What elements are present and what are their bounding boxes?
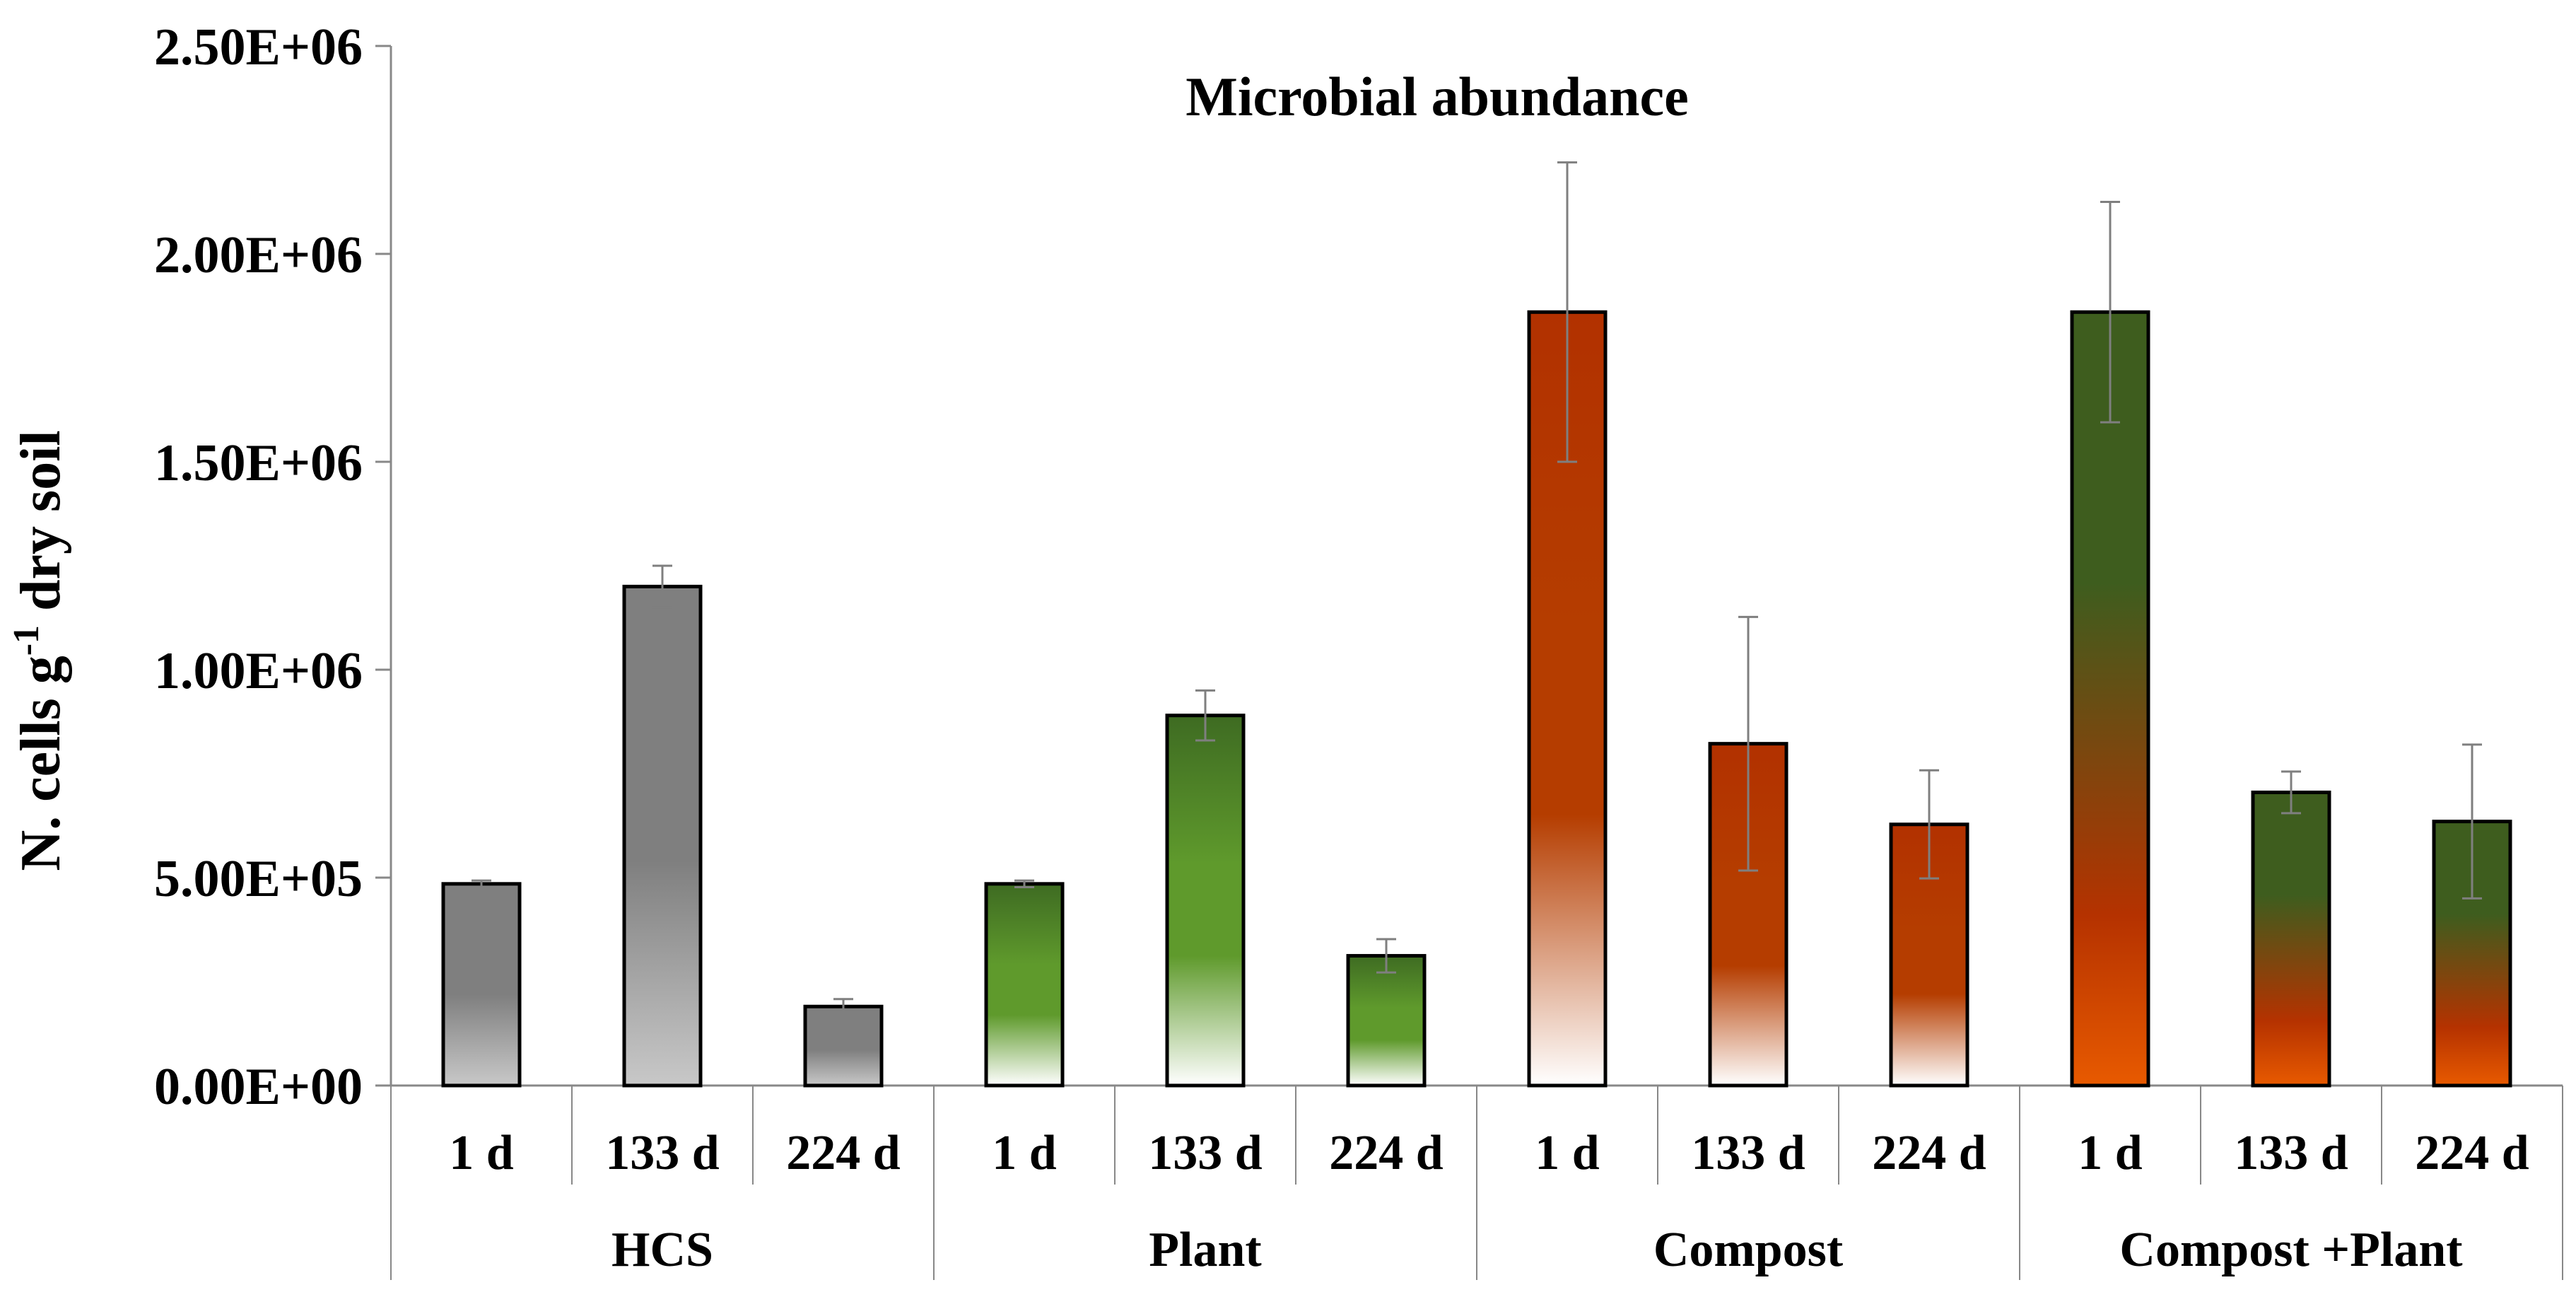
error-bars (472, 161, 2482, 1016)
y-tick-label: 5.00E+05 (154, 850, 363, 908)
error-bar (2100, 201, 2120, 424)
y-axis-label-rest: dry soil (10, 430, 72, 625)
group-label: HCS (611, 1223, 713, 1277)
error-bar (652, 564, 672, 609)
chart-title: Microbial abundance (1185, 66, 1688, 127)
error-bar (2462, 743, 2482, 900)
bar (622, 584, 703, 1088)
group-label: Compost (1653, 1223, 1843, 1277)
x-tick-label: 224 d (1329, 1126, 1444, 1180)
error-bar (1195, 689, 1215, 742)
x-tick-label: 133 d (1148, 1126, 1263, 1180)
bar (803, 1004, 884, 1088)
x-tick-label: 1 d (449, 1126, 514, 1180)
error-bar (2281, 770, 2301, 815)
x-tick-label: 224 d (2415, 1126, 2529, 1180)
bar (1346, 954, 1427, 1088)
bar (2251, 790, 2331, 1088)
y-tick-label: 2.00E+06 (154, 226, 363, 284)
bar (984, 882, 1065, 1088)
x-tick-label: 133 d (605, 1126, 720, 1180)
labels: 0.00E+00 5.00E+05 1.00E+06 1.50E+06 2.00E+06… (154, 18, 2529, 1277)
y-tick-label: 1.00E+06 (154, 642, 363, 700)
x-tick-label: 224 d (1872, 1126, 1986, 1180)
x-tick-label: 133 d (2234, 1126, 2348, 1180)
y-tick-label: 2.50E+06 (154, 18, 363, 76)
error-bar (1738, 615, 1758, 872)
error-bar (833, 998, 853, 1016)
bar (1165, 714, 1246, 1088)
group-label: Compost +Plant (2119, 1223, 2462, 1277)
x-tick-label: 1 d (992, 1126, 1057, 1180)
y-axis-label-main: N. cells g (10, 656, 72, 871)
y-tick-label: 0.00E+00 (154, 1058, 363, 1116)
error-bar (1376, 938, 1396, 974)
group-label: Plant (1149, 1223, 1261, 1277)
x-tick-label: 1 d (1535, 1126, 1600, 1180)
error-bar (472, 879, 491, 889)
y-tick-label: 1.50E+06 (154, 434, 363, 492)
bar (441, 882, 522, 1088)
x-tick-label: 224 d (786, 1126, 901, 1180)
y-axis-label-sup: -1 (6, 625, 47, 656)
y-axis-label: N. cells g-1 dry soil (6, 430, 72, 871)
x-tick-label: 1 d (2078, 1126, 2143, 1180)
x-tick-label: 133 d (1691, 1126, 1805, 1180)
bar (2070, 310, 2150, 1088)
bars (441, 310, 2512, 1088)
error-bar (1557, 161, 1577, 463)
error-bar (1014, 879, 1034, 889)
axes (375, 45, 2563, 1280)
error-bar (1919, 769, 1939, 880)
